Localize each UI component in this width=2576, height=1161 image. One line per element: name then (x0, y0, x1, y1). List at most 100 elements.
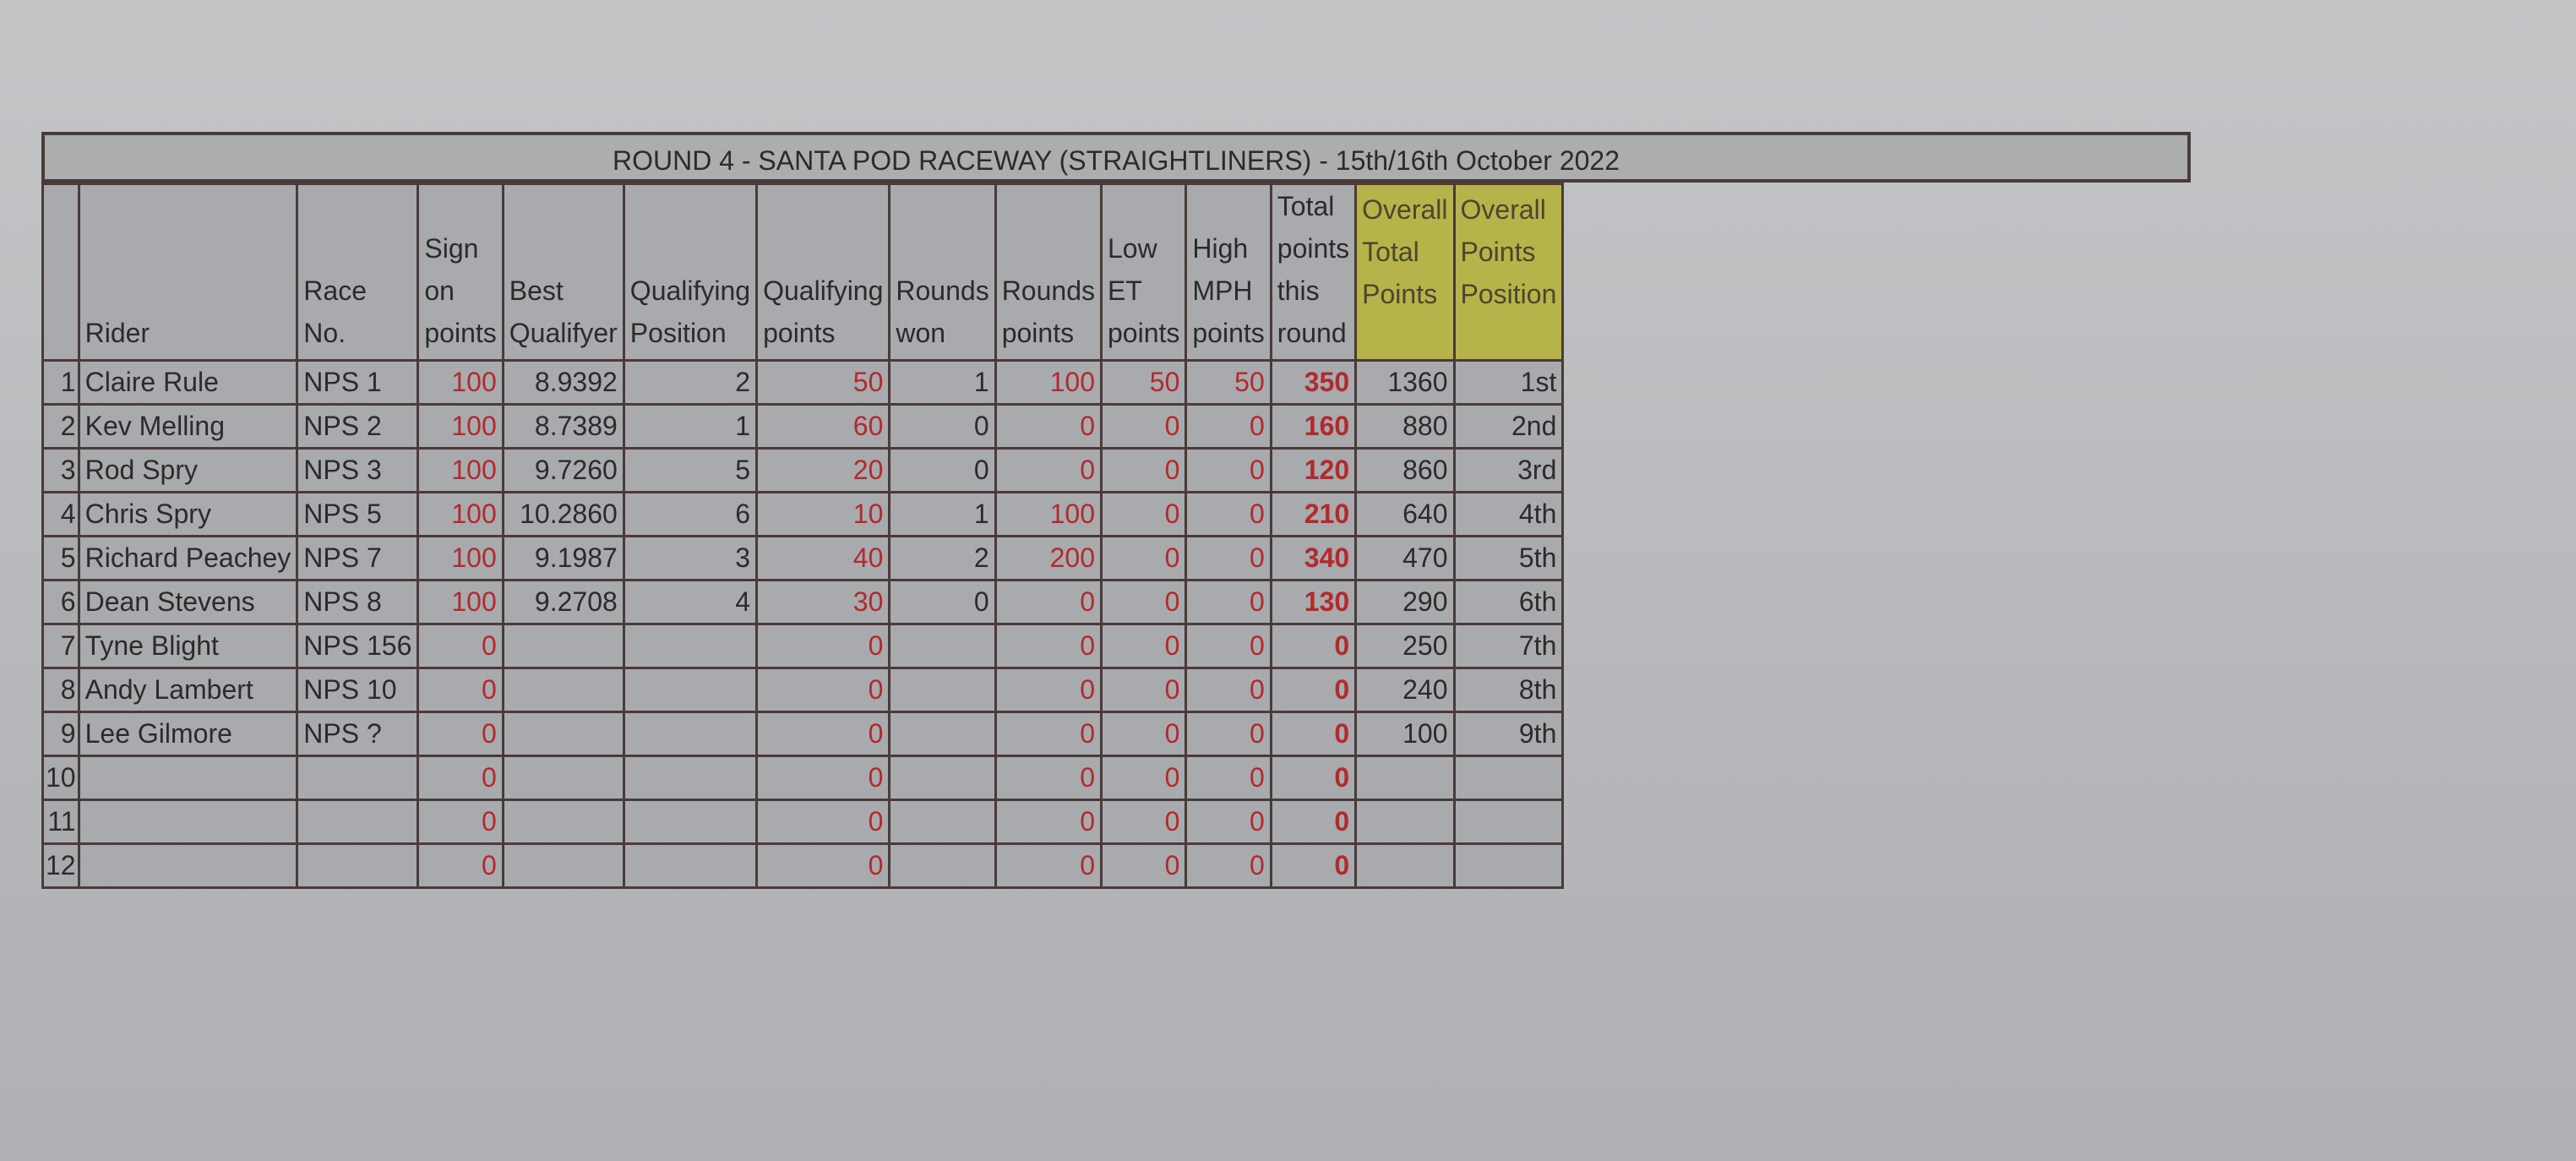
cell-high-mph-points[interactable]: 0 (1185, 623, 1272, 669)
cell-total-points-round[interactable]: 350 (1269, 359, 1358, 406)
cell-rounds-won[interactable]: 1 (888, 359, 997, 406)
cell-best-qualifyer[interactable] (501, 711, 625, 757)
cell-qualifying-position[interactable] (622, 842, 759, 889)
cell-race-no[interactable]: NPS 8 (296, 579, 420, 625)
cell-high-mph-points[interactable]: 0 (1185, 667, 1272, 713)
cell-high-mph-points[interactable]: 0 (1185, 799, 1272, 845)
cell-best-qualifyer[interactable]: 8.7389 (501, 403, 625, 450)
cell-rounds-won[interactable] (888, 842, 997, 889)
cell-best-qualifyer[interactable]: 10.2860 (501, 491, 625, 537)
cell-high-mph-points[interactable]: 0 (1185, 447, 1272, 493)
cell-row-index[interactable]: 5 (41, 535, 80, 581)
cell-overall-total-points[interactable]: 240 (1354, 667, 1456, 713)
cell-qualifying-position[interactable] (622, 799, 759, 845)
cell-sign-on-points[interactable]: 100 (417, 403, 504, 450)
cell-overall-total-points[interactable]: 640 (1354, 491, 1456, 537)
cell-rounds-points[interactable]: 200 (994, 535, 1103, 581)
cell-best-qualifyer[interactable] (501, 799, 625, 845)
cell-high-mph-points[interactable]: 0 (1185, 491, 1272, 537)
cell-low-et-points[interactable]: 0 (1099, 535, 1188, 581)
header-rounds-won[interactable]: Rounds won (888, 183, 997, 362)
header-overall-position[interactable]: Overall Points Position (1452, 183, 1565, 362)
cell-rounds-won[interactable] (888, 799, 997, 845)
cell-sign-on-points[interactable]: 0 (417, 842, 504, 889)
cell-best-qualifyer[interactable]: 9.2708 (501, 579, 625, 625)
header-qualifying-position[interactable]: Qualifying Position (622, 183, 759, 362)
cell-qualifying-points[interactable]: 0 (755, 667, 891, 713)
cell-overall-total-points[interactable]: 250 (1354, 623, 1456, 669)
header-rounds-points[interactable]: Rounds points (994, 183, 1103, 362)
cell-total-points-round[interactable]: 120 (1269, 447, 1358, 493)
cell-rounds-points[interactable]: 0 (994, 623, 1103, 669)
cell-race-no[interactable] (296, 755, 420, 801)
cell-overall-total-points[interactable]: 860 (1354, 447, 1456, 493)
cell-qualifying-points[interactable]: 0 (755, 799, 891, 845)
cell-sign-on-points[interactable]: 0 (417, 623, 504, 669)
cell-overall-position[interactable]: 8th (1452, 667, 1565, 713)
cell-rounds-points[interactable]: 0 (994, 799, 1103, 845)
cell-rider[interactable]: Chris Spry (77, 491, 299, 537)
cell-overall-total-points[interactable] (1354, 842, 1456, 889)
cell-high-mph-points[interactable]: 0 (1185, 711, 1272, 757)
cell-low-et-points[interactable]: 0 (1099, 623, 1188, 669)
cell-qualifying-position[interactable]: 4 (622, 579, 759, 625)
cell-overall-total-points[interactable] (1354, 799, 1456, 845)
cell-overall-position[interactable]: 5th (1452, 535, 1565, 581)
cell-row-index[interactable]: 12 (41, 842, 80, 889)
cell-low-et-points[interactable]: 0 (1099, 711, 1188, 757)
cell-rounds-points[interactable]: 0 (994, 711, 1103, 757)
cell-qualifying-position[interactable] (622, 667, 759, 713)
cell-sign-on-points[interactable]: 100 (417, 447, 504, 493)
cell-total-points-round[interactable]: 0 (1269, 711, 1358, 757)
cell-rider[interactable]: Richard Peachey (77, 535, 299, 581)
cell-low-et-points[interactable]: 0 (1099, 799, 1188, 845)
cell-rounds-won[interactable]: 0 (888, 579, 997, 625)
header-qualifying-points[interactable]: Qualifying points (755, 183, 891, 362)
cell-row-index[interactable]: 1 (41, 359, 80, 406)
cell-row-index[interactable]: 3 (41, 447, 80, 493)
cell-sign-on-points[interactable]: 100 (417, 535, 504, 581)
cell-rider[interactable] (77, 842, 299, 889)
header-overall-total-points[interactable]: Overall Total Points (1354, 183, 1456, 362)
cell-qualifying-points[interactable]: 0 (755, 623, 891, 669)
cell-qualifying-points[interactable]: 30 (755, 579, 891, 625)
cell-race-no[interactable]: NPS 10 (296, 667, 420, 713)
cell-race-no[interactable] (296, 799, 420, 845)
cell-rounds-points[interactable]: 0 (994, 579, 1103, 625)
header-low-et-points[interactable]: Low ET points (1099, 183, 1188, 362)
cell-qualifying-position[interactable] (622, 623, 759, 669)
cell-sign-on-points[interactable]: 0 (417, 711, 504, 757)
cell-row-index[interactable]: 10 (41, 755, 80, 801)
cell-race-no[interactable]: NPS ? (296, 711, 420, 757)
cell-low-et-points[interactable]: 0 (1099, 579, 1188, 625)
cell-total-points-round[interactable]: 0 (1269, 667, 1358, 713)
cell-race-no[interactable]: NPS 1 (296, 359, 420, 406)
cell-rounds-points[interactable]: 0 (994, 447, 1103, 493)
cell-best-qualifyer[interactable] (501, 667, 625, 713)
cell-rounds-won[interactable]: 2 (888, 535, 997, 581)
cell-rider[interactable] (77, 755, 299, 801)
cell-rider[interactable] (77, 799, 299, 845)
cell-overall-total-points[interactable]: 1360 (1354, 359, 1456, 406)
cell-high-mph-points[interactable]: 0 (1185, 403, 1272, 450)
cell-overall-position[interactable]: 9th (1452, 711, 1565, 757)
cell-qualifying-points[interactable]: 20 (755, 447, 891, 493)
cell-rounds-points[interactable]: 0 (994, 842, 1103, 889)
cell-overall-total-points[interactable]: 470 (1354, 535, 1456, 581)
cell-overall-position[interactable]: 4th (1452, 491, 1565, 537)
cell-race-no[interactable]: NPS 5 (296, 491, 420, 537)
header-best-qualifyer[interactable]: Best Qualifyer (501, 183, 625, 362)
cell-overall-position[interactable] (1452, 842, 1565, 889)
cell-race-no[interactable]: NPS 7 (296, 535, 420, 581)
cell-best-qualifyer[interactable] (501, 755, 625, 801)
cell-rounds-points[interactable]: 0 (994, 755, 1103, 801)
header-row-index[interactable] (41, 183, 80, 362)
cell-overall-total-points[interactable]: 880 (1354, 403, 1456, 450)
cell-rounds-won[interactable] (888, 667, 997, 713)
cell-qualifying-points[interactable]: 50 (755, 359, 891, 406)
cell-row-index[interactable]: 9 (41, 711, 80, 757)
cell-best-qualifyer[interactable] (501, 842, 625, 889)
cell-sign-on-points[interactable]: 100 (417, 579, 504, 625)
sheet-title[interactable]: ROUND 4 - SANTA POD RACEWAY (STRAIGHTLIN… (41, 132, 2191, 183)
cell-row-index[interactable]: 8 (41, 667, 80, 713)
